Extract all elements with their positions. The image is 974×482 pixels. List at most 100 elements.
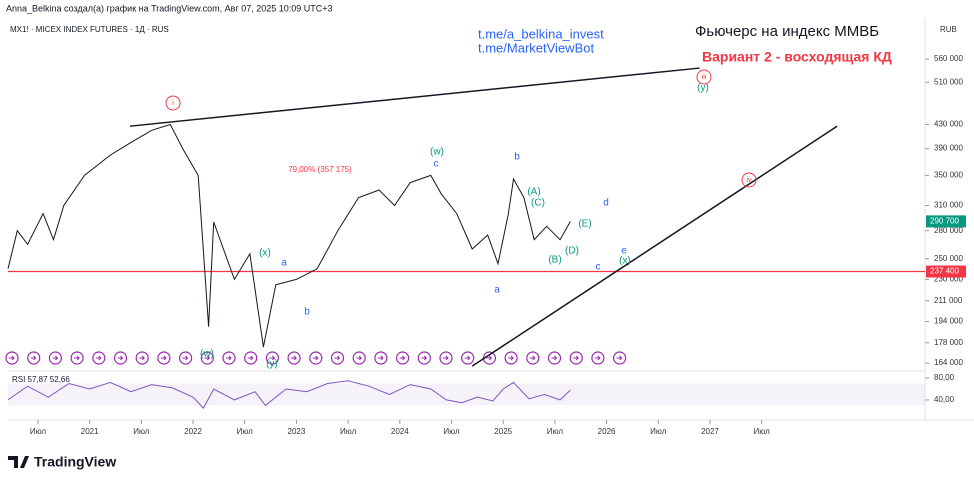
icon xyxy=(200,351,214,365)
icon xyxy=(421,355,428,361)
icon xyxy=(157,351,171,365)
wave-label: (w) xyxy=(430,147,444,158)
icon xyxy=(9,355,15,361)
wave-label: iii xyxy=(702,74,707,81)
icon xyxy=(352,351,366,365)
y-tick-label: 510 000 xyxy=(934,77,963,86)
x-tick-label: 2023 xyxy=(288,427,306,436)
variant: Вариант 2 - восходящая КД xyxy=(702,49,892,65)
icon xyxy=(52,355,59,361)
wave-label: (w) xyxy=(200,349,214,360)
wave-label: (A) xyxy=(527,187,540,198)
rsi-band xyxy=(8,383,925,406)
link[interactable]: t.me/MarketViewBot xyxy=(478,40,594,55)
x-tick-label: Июл xyxy=(443,427,460,436)
icon xyxy=(95,355,102,361)
price-line xyxy=(7,380,571,409)
wave-label: i xyxy=(172,100,174,107)
wave-label: (x) xyxy=(259,248,271,259)
wave-label: (E) xyxy=(578,219,591,230)
link[interactable]: t.me/a_belkina_invest xyxy=(478,26,604,41)
wave-circle xyxy=(165,95,181,111)
icon xyxy=(508,355,514,361)
last-price-label: 290 700 xyxy=(930,216,959,225)
icon xyxy=(547,351,562,365)
symbol: MX1! · MICEX INDEX FUTURES · 1Д · RUS xyxy=(10,25,169,34)
y-tick-label: 350 000 xyxy=(934,171,963,180)
credit: Anna_Belkina создал(а) график на Trading… xyxy=(6,3,333,13)
x-tick-label: Июл xyxy=(547,427,564,436)
icon xyxy=(334,355,341,361)
wave-label: c xyxy=(434,159,439,170)
icon xyxy=(226,355,232,361)
icon xyxy=(179,351,193,365)
icon xyxy=(160,355,167,361)
wave-label: d xyxy=(603,198,609,209)
trend-line xyxy=(129,67,700,127)
icon xyxy=(312,355,319,361)
y-tick-label: 250 000 xyxy=(934,254,963,263)
icon xyxy=(135,351,149,365)
logo xyxy=(8,456,29,468)
x-tick-label: Июл xyxy=(237,427,254,436)
y-tick-label: 211 000 xyxy=(934,296,963,305)
icon xyxy=(591,351,605,365)
wave-label: (y) xyxy=(266,359,278,370)
wave-label: a xyxy=(494,285,500,296)
icon xyxy=(594,355,601,361)
icon xyxy=(616,355,623,361)
wave-label: iv xyxy=(746,177,752,184)
icon xyxy=(30,355,37,361)
y-tick-label: 310 000 xyxy=(934,201,963,210)
x-tick-label: 2022 xyxy=(184,427,202,436)
price-tag xyxy=(926,265,966,278)
icon xyxy=(439,351,453,365)
icon xyxy=(551,355,558,361)
y-tick-label: 80,00 xyxy=(934,373,955,382)
icon xyxy=(529,355,536,361)
icon xyxy=(265,351,279,365)
price-line xyxy=(7,123,571,348)
icon xyxy=(27,351,41,365)
x-tick-label: 2024 xyxy=(391,427,409,436)
x-tick-label: Июл xyxy=(133,427,150,436)
wave-label: 79,00% (357 175) xyxy=(288,165,352,174)
headline: Фьючерс на индекс ММВБ xyxy=(695,23,879,40)
wave-label: (x) xyxy=(619,256,631,267)
icon xyxy=(443,355,449,361)
x-tick-label: Июл xyxy=(30,427,47,436)
trend-line xyxy=(471,125,838,367)
y-tick-label: 40,00 xyxy=(934,395,955,404)
icon xyxy=(309,351,323,365)
icon xyxy=(377,355,384,361)
icon xyxy=(113,351,128,365)
wave-label: b xyxy=(514,152,520,163)
icon xyxy=(330,351,345,365)
y-tick-label: 194 000 xyxy=(934,317,963,326)
wave-label: e xyxy=(621,246,627,257)
icon xyxy=(526,351,540,365)
icon xyxy=(287,351,301,365)
icon xyxy=(399,355,406,361)
x-tick-label: Июл xyxy=(754,427,771,436)
wave-circle xyxy=(696,69,712,85)
y-tick-label: 280 000 xyxy=(934,226,963,235)
icon xyxy=(573,355,579,361)
icon xyxy=(244,351,258,365)
wave-label: (B) xyxy=(548,255,561,266)
replay-icons xyxy=(5,351,627,365)
icon xyxy=(486,355,493,361)
icon xyxy=(182,355,189,361)
y-tick-label: 178 000 xyxy=(934,338,963,347)
x-tick-label: 2027 xyxy=(701,427,719,436)
wave-label: (y) xyxy=(697,83,709,94)
icon xyxy=(374,351,388,365)
y-tick-label: 560 000 xyxy=(934,54,963,63)
icon xyxy=(70,351,84,365)
y-tick-label: 230 000 xyxy=(934,274,963,283)
wave-label: (C) xyxy=(531,198,545,209)
icon xyxy=(464,355,471,361)
x-tick-label: 2026 xyxy=(598,427,616,436)
